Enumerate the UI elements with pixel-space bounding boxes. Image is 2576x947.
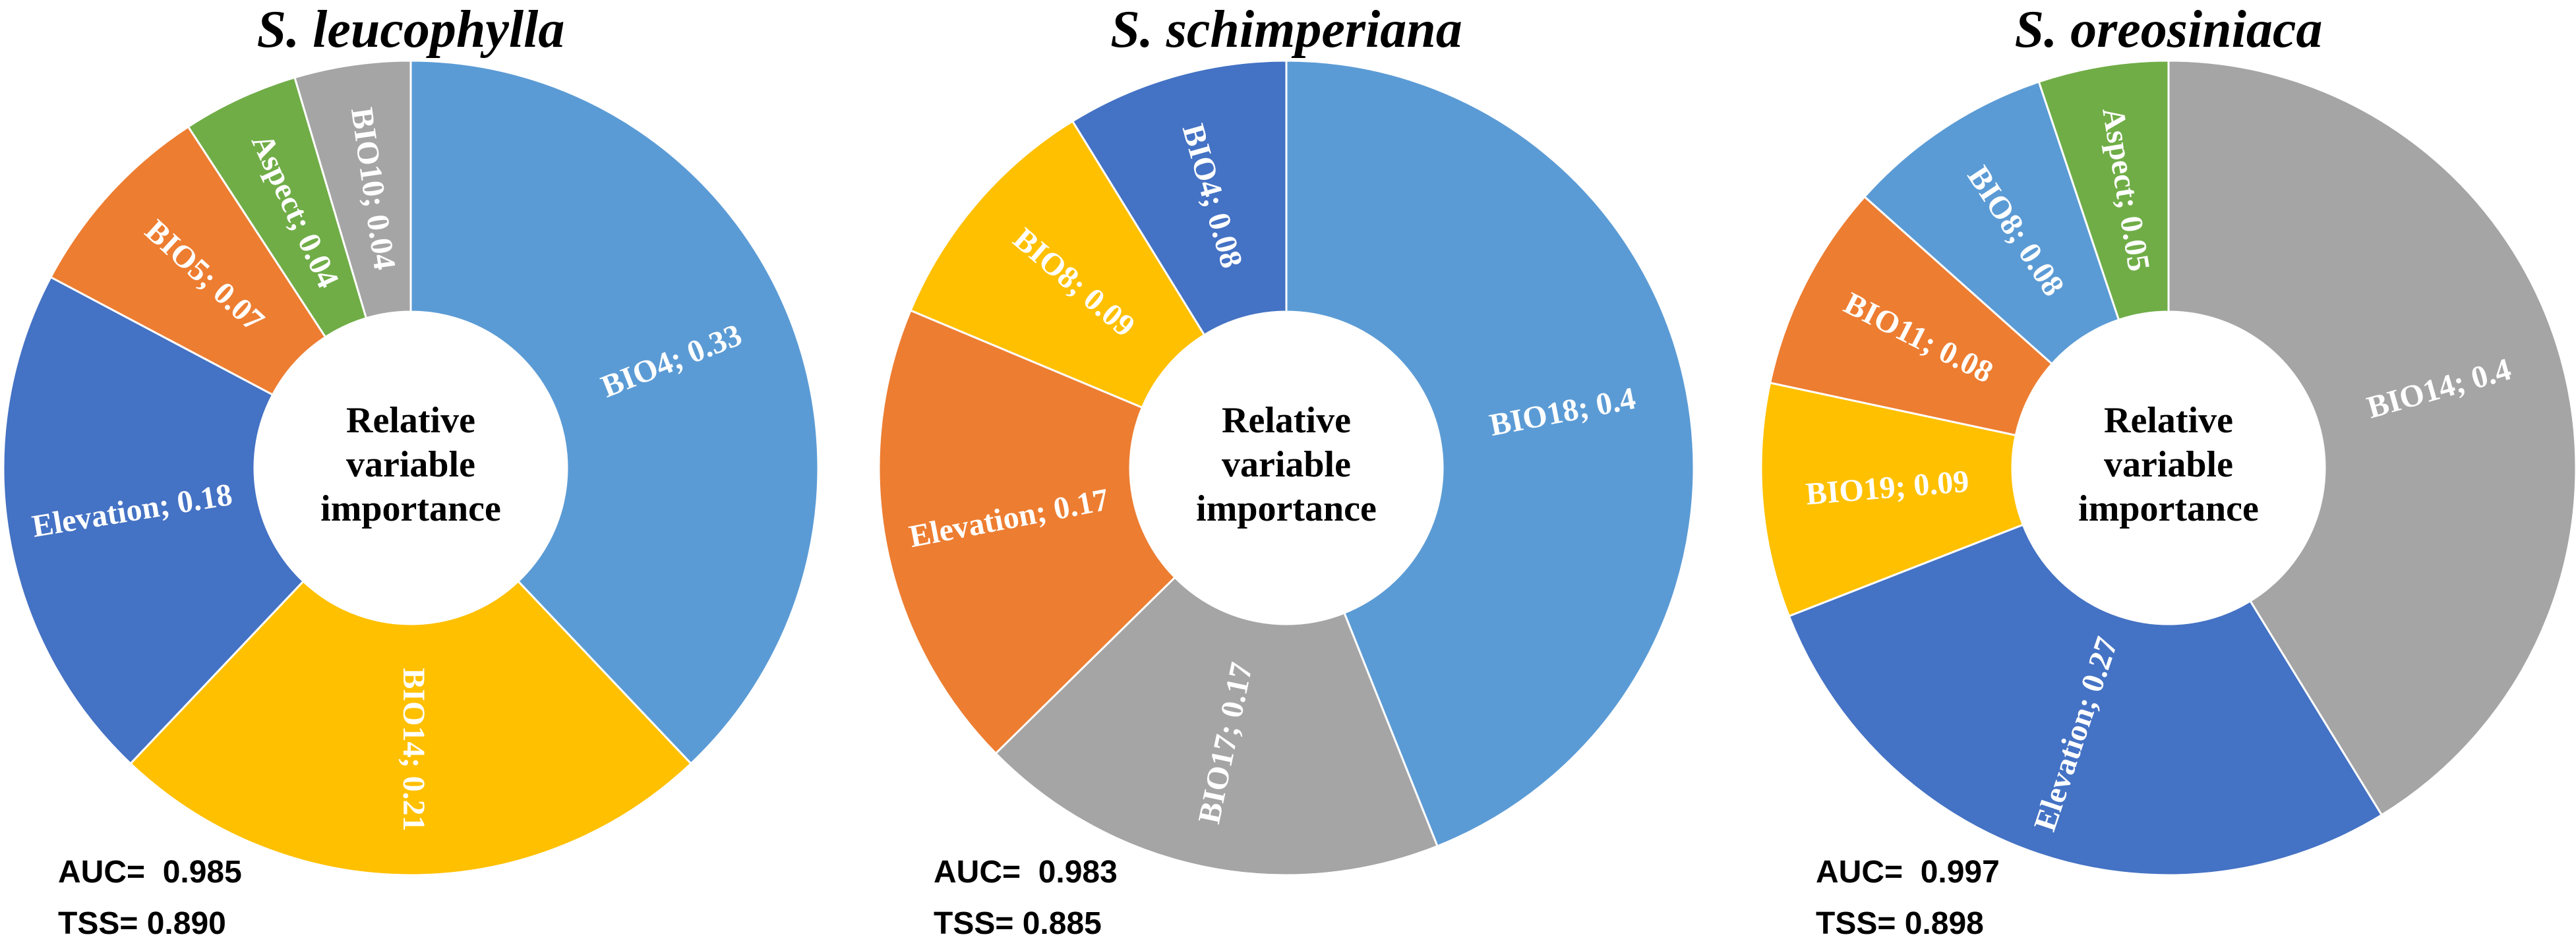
donut-segment	[909, 119, 1206, 409]
annotation: AUC= 0.997	[1816, 855, 2000, 890]
donut-segment	[1071, 59, 1288, 337]
annotation: TSS= 0.898	[1816, 906, 1984, 941]
chart-title: S. oreosiniaca	[2014, 1, 2323, 59]
donut-segment	[1863, 80, 2120, 366]
donut-segment	[994, 576, 1439, 876]
donut-segment	[49, 125, 327, 397]
center-text: Relative variable importance	[1196, 400, 1377, 530]
donut-segment	[2037, 59, 2170, 322]
annotation: AUC= 0.985	[58, 855, 242, 890]
donut-segment	[2, 275, 305, 765]
donut-segment	[2167, 59, 2576, 817]
donut-segment	[1768, 195, 2054, 437]
donut-segment	[293, 59, 412, 320]
donut-segment	[878, 309, 1177, 755]
donut-segment	[409, 59, 820, 765]
annotation: TSS= 0.890	[58, 906, 226, 941]
chart-title: S. schimperiana	[1110, 1, 1462, 59]
donut-segment	[1787, 523, 2383, 876]
data-label: BIO14; 0.21	[396, 668, 431, 831]
annotation: TSS= 0.885	[934, 906, 1102, 941]
center-text: Relative variable importance	[2078, 400, 2259, 530]
annotation: AUC= 0.983	[934, 855, 1118, 890]
donut-segment	[1760, 382, 2025, 617]
chart-title: S. leucophylla	[256, 1, 565, 59]
center-text: Relative variable importance	[320, 400, 501, 530]
donut-segment	[129, 579, 693, 876]
donut-segment	[1285, 59, 1695, 847]
